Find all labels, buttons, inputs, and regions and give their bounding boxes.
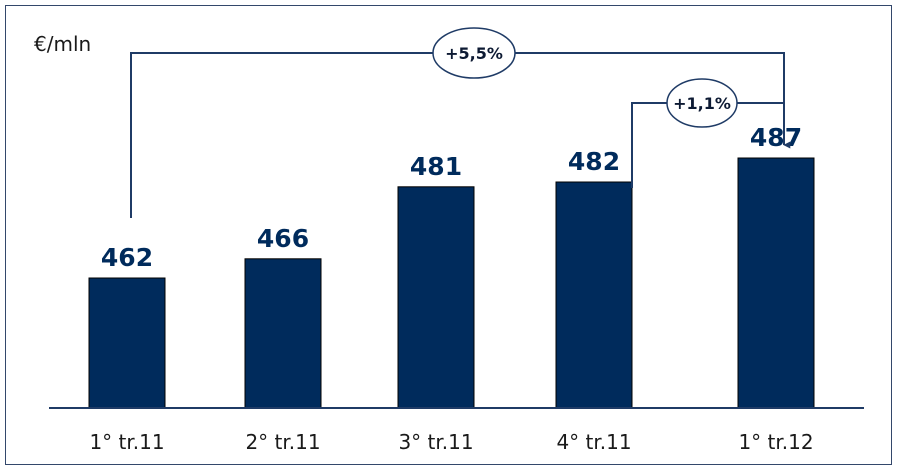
x-tick-label-5: 1° tr.12 xyxy=(738,430,813,454)
bar-5 xyxy=(737,157,815,409)
growth-badge-2 xyxy=(666,78,738,128)
unit-label: €/mln xyxy=(34,32,91,56)
x-tick-label-3: 3° tr.11 xyxy=(398,430,473,454)
x-tick-label-1: 1° tr.11 xyxy=(89,430,164,454)
growth-label-2: +1,1% xyxy=(673,94,731,113)
growth-label-1: +5,5% xyxy=(445,44,503,63)
bar-3 xyxy=(397,186,475,409)
x-tick-label-2: 2° tr.11 xyxy=(245,430,320,454)
chart-frame: €/mln 462 466 481 482 487 +5,5% +1,1% 1° tr.1… xyxy=(5,5,892,465)
bar-chart: €/mln 462 466 481 482 487 +5,5% +1,1% 1° tr.1… xyxy=(34,27,864,454)
value-label-4: 482 xyxy=(568,147,620,176)
x-tick-label-4: 4° tr.11 xyxy=(556,430,631,454)
value-label-5: 487 xyxy=(750,123,802,152)
value-label-3: 481 xyxy=(410,152,462,181)
value-label-1: 462 xyxy=(101,243,153,272)
value-label-2: 466 xyxy=(257,224,309,253)
bar-4 xyxy=(555,181,633,409)
bar-1 xyxy=(88,277,166,409)
growth-badge-1 xyxy=(432,27,516,79)
bar-2 xyxy=(244,258,322,409)
